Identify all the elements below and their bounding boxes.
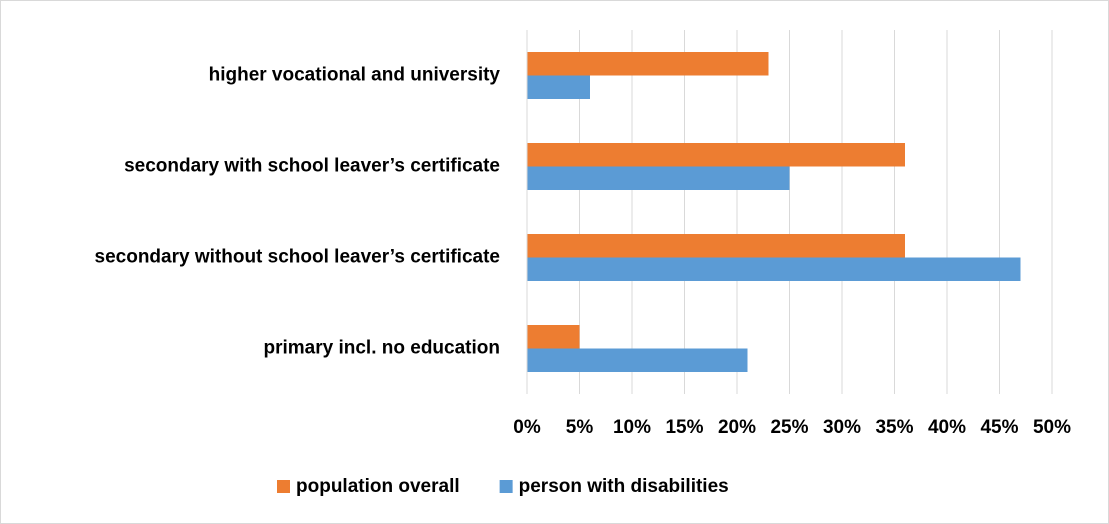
x-tick-label: 50% [1033,417,1071,438]
bar [527,52,769,76]
x-tick-label: 35% [875,417,913,438]
x-tick-label: 0% [513,417,541,438]
bar [527,234,905,258]
bar [527,348,748,372]
legend-swatch [499,480,513,493]
bar [527,75,590,99]
legend-swatch [277,480,290,493]
legend-label: person with disabilities [519,476,729,497]
x-tick-label: 25% [770,417,808,438]
y-tick-label: higher vocational and university [209,65,501,86]
bar [527,166,790,190]
y-tick-label: primary incl. no education [264,338,501,359]
x-tick-label: 15% [665,417,703,438]
bar [527,143,905,167]
x-tick-label: 5% [566,417,594,438]
y-tick-label: secondary with school leaver’s certifica… [124,156,500,177]
x-tick-label: 45% [980,417,1018,438]
x-tick-label: 20% [718,417,756,438]
x-tick-label: 40% [928,417,966,438]
legend-label: population overall [296,476,460,497]
x-tick-label: 30% [823,417,861,438]
y-tick-label: secondary without school leaver’s certif… [95,247,500,268]
x-tick-label: 10% [613,417,651,438]
bar [527,325,580,349]
bar [527,257,1021,281]
